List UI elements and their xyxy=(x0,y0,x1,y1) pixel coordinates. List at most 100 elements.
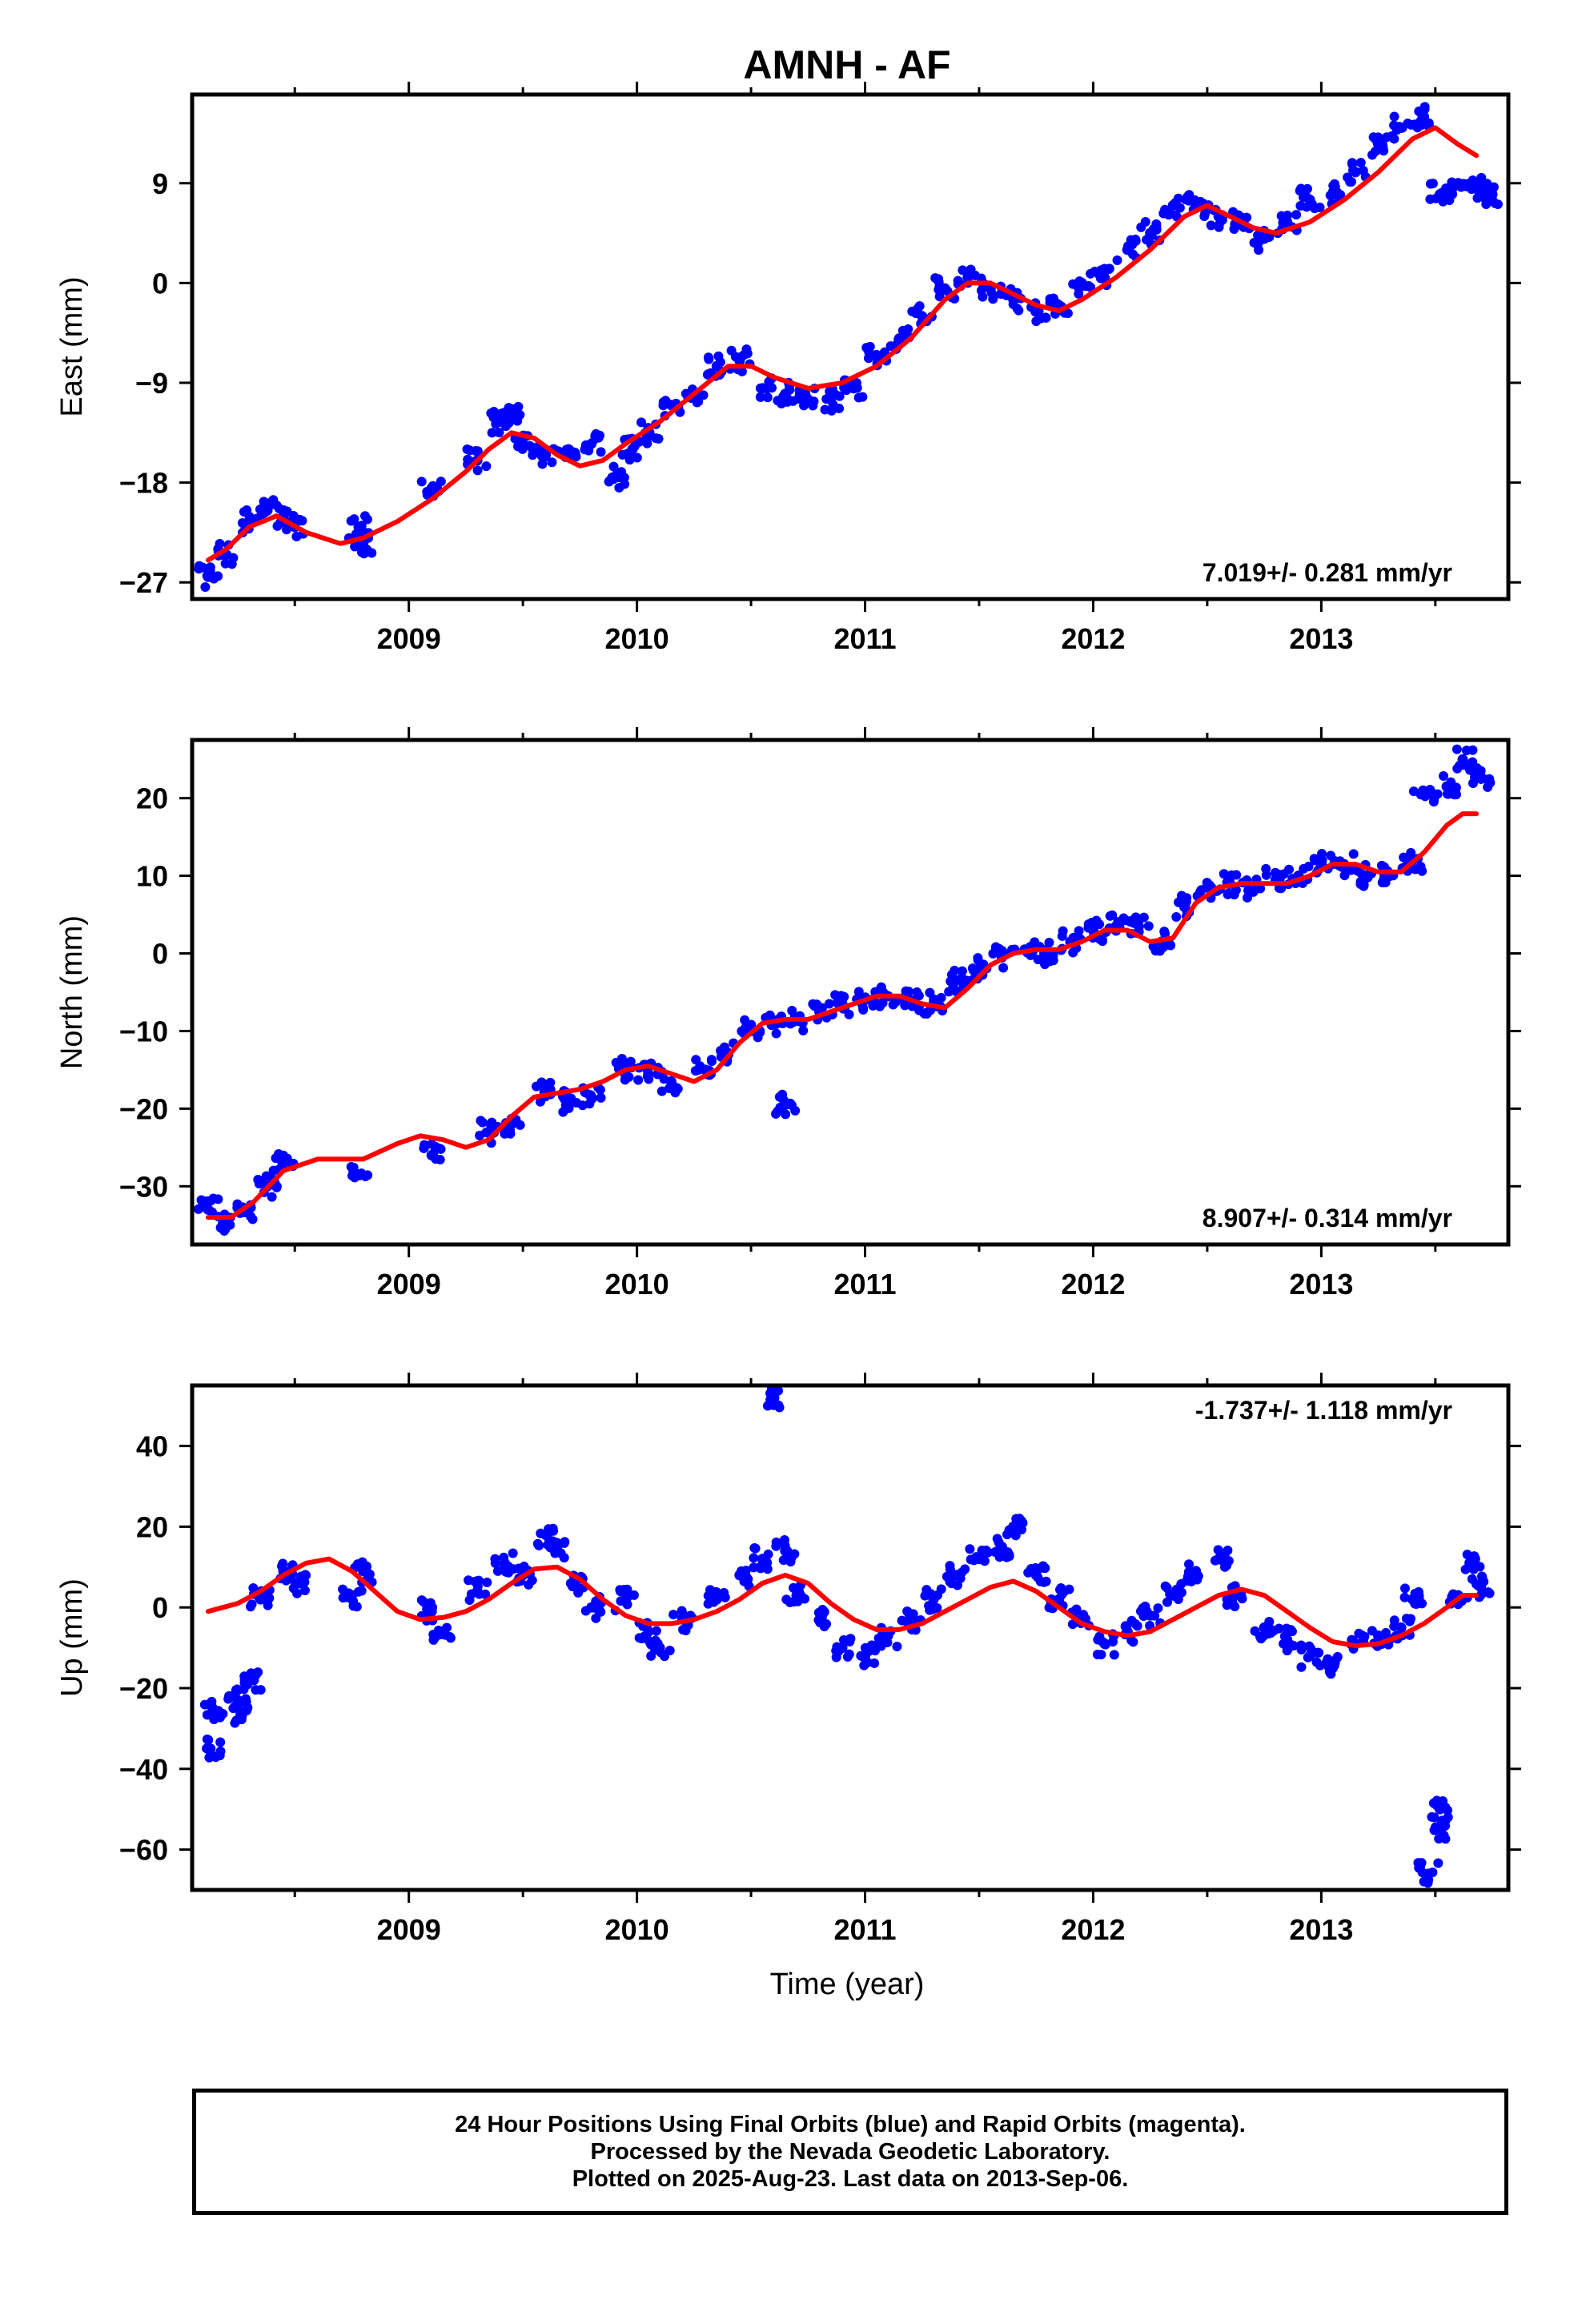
north-data-point xyxy=(936,992,946,1003)
north-data-point xyxy=(781,1109,791,1120)
up-data-point xyxy=(1160,1581,1170,1591)
up-x-tick-label: 2013 xyxy=(1289,1913,1353,1946)
east-data-point xyxy=(1151,224,1162,235)
up-y-tick-label: 40 xyxy=(136,1430,168,1463)
up-x-tick-label: 2010 xyxy=(605,1913,669,1946)
east-x-tick-label: 2012 xyxy=(1061,622,1125,655)
up-data-point xyxy=(1296,1645,1307,1655)
east-data-point xyxy=(930,273,941,283)
north-data-point xyxy=(995,946,1006,956)
panel-east: 2009 2010 2011 2012 2013 9 0 −9 −18 −27 East (mm) 7… xyxy=(55,82,1521,655)
up-data-point xyxy=(1016,1516,1026,1526)
east-data-point xyxy=(537,459,548,469)
up-data-point xyxy=(615,1585,625,1595)
x-axis-label: Time (year) xyxy=(770,1968,925,2001)
up-data-point xyxy=(1417,1868,1427,1878)
east-data-point xyxy=(256,510,267,521)
up-data-point xyxy=(1162,1597,1173,1607)
up-data-point xyxy=(876,1639,886,1650)
up-data-point xyxy=(796,1590,806,1601)
east-data-point xyxy=(481,461,492,472)
east-data-point xyxy=(799,400,809,411)
north-data-point xyxy=(875,984,885,995)
up-data-point xyxy=(741,1571,751,1582)
east-data-point xyxy=(624,455,635,465)
north-data-point xyxy=(1048,951,1058,961)
north-y-tick-label: 20 xyxy=(136,782,168,815)
footer-line-1: 24 Hour Positions Using Final Orbits (bl… xyxy=(455,2112,1246,2137)
panel-north: 2009 2010 2011 2012 201320100−10−20−30North … xyxy=(55,727,1521,1301)
north-data-points xyxy=(193,744,1496,1236)
up-y-tick-label: −20 xyxy=(119,1672,168,1705)
east-data-point xyxy=(1163,210,1174,220)
up-data-point xyxy=(482,1577,492,1587)
east-data-point xyxy=(1104,263,1114,274)
north-data-point xyxy=(1261,863,1271,874)
north-data-point xyxy=(844,1009,854,1019)
east-y-tick-label: 0 xyxy=(152,267,168,300)
east-data-point xyxy=(614,482,624,493)
up-data-point xyxy=(621,1594,632,1604)
east-data-point xyxy=(215,538,225,549)
north-data-point xyxy=(1143,921,1154,931)
up-data-point xyxy=(1192,1574,1203,1585)
up-data-point xyxy=(1150,1610,1160,1621)
north-data-point xyxy=(633,1075,644,1085)
north-data-point xyxy=(907,1001,917,1011)
north-data-point xyxy=(282,1153,292,1164)
north-data-point xyxy=(778,1095,789,1105)
up-data-point xyxy=(343,1588,354,1598)
up-data-point xyxy=(1448,1589,1459,1599)
east-y-tick-label: −18 xyxy=(119,467,168,500)
east-data-point xyxy=(367,548,377,558)
east-data-point xyxy=(288,510,299,521)
up-data-point xyxy=(209,1714,219,1724)
east-data-point xyxy=(820,404,830,415)
up-data-point xyxy=(862,1657,873,1667)
east-data-point xyxy=(1490,198,1500,208)
east-data-point xyxy=(1254,245,1264,255)
up-data-point xyxy=(1473,1562,1484,1572)
up-data-point xyxy=(1227,1596,1238,1606)
north-data-point xyxy=(771,1028,781,1039)
north-data-point xyxy=(957,966,967,976)
north-data-point xyxy=(347,1171,358,1181)
north-data-point xyxy=(486,1120,496,1130)
north-data-point xyxy=(1452,744,1462,754)
up-rate-label: -1.737+/- 1.118 mm/yr xyxy=(1195,1396,1452,1425)
up-data-point xyxy=(1004,1551,1014,1562)
east-data-point xyxy=(436,476,446,487)
north-data-point xyxy=(693,1065,704,1076)
east-data-point xyxy=(1062,308,1073,319)
up-data-point xyxy=(1067,1619,1078,1630)
up-data-point xyxy=(292,1588,303,1598)
east-data-point xyxy=(698,390,709,400)
up-data-point xyxy=(442,1622,452,1633)
up-data-point xyxy=(1427,1868,1438,1878)
east-data-point xyxy=(703,352,713,363)
up-data-point xyxy=(1109,1650,1119,1660)
north-data-point xyxy=(1058,926,1068,936)
north-data-point xyxy=(1171,911,1182,922)
up-data-point xyxy=(945,1561,955,1571)
up-data-point xyxy=(243,1703,253,1713)
up-data-point xyxy=(1030,1562,1041,1573)
up-data-point xyxy=(782,1546,793,1556)
north-data-point xyxy=(246,1212,256,1222)
east-data-point xyxy=(821,394,832,404)
north-data-point xyxy=(1406,847,1416,858)
up-data-point xyxy=(773,1385,784,1396)
east-data-point xyxy=(464,445,475,456)
up-data-point xyxy=(470,1576,480,1586)
up-data-point xyxy=(260,1591,271,1602)
east-data-point xyxy=(636,417,647,428)
east-data-point xyxy=(494,428,504,438)
up-data-point xyxy=(445,1633,456,1643)
east-data-point xyxy=(259,497,269,507)
up-data-point xyxy=(1423,1875,1434,1885)
east-data-point xyxy=(934,292,945,302)
north-data-point xyxy=(271,1181,282,1192)
north-x-tick-label: 2010 xyxy=(605,1268,669,1301)
east-data-point xyxy=(1031,316,1042,327)
east-data-point xyxy=(488,406,499,416)
